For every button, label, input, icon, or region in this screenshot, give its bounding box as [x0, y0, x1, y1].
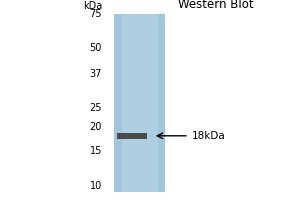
- Bar: [114, 14, 165, 192]
- Bar: [158, 14, 165, 192]
- Text: 20: 20: [90, 122, 102, 132]
- Text: 75: 75: [89, 9, 102, 19]
- Text: 10: 10: [90, 181, 102, 191]
- Bar: [114, 14, 122, 192]
- Text: 50: 50: [90, 43, 102, 53]
- Text: 15: 15: [90, 146, 102, 156]
- Text: 25: 25: [89, 103, 102, 113]
- Text: kDa: kDa: [83, 1, 102, 11]
- Text: 37: 37: [90, 69, 102, 79]
- Text: 18kDa: 18kDa: [192, 131, 226, 141]
- Text: Western Blot: Western Blot: [178, 0, 254, 11]
- Bar: [117, 133, 147, 139]
